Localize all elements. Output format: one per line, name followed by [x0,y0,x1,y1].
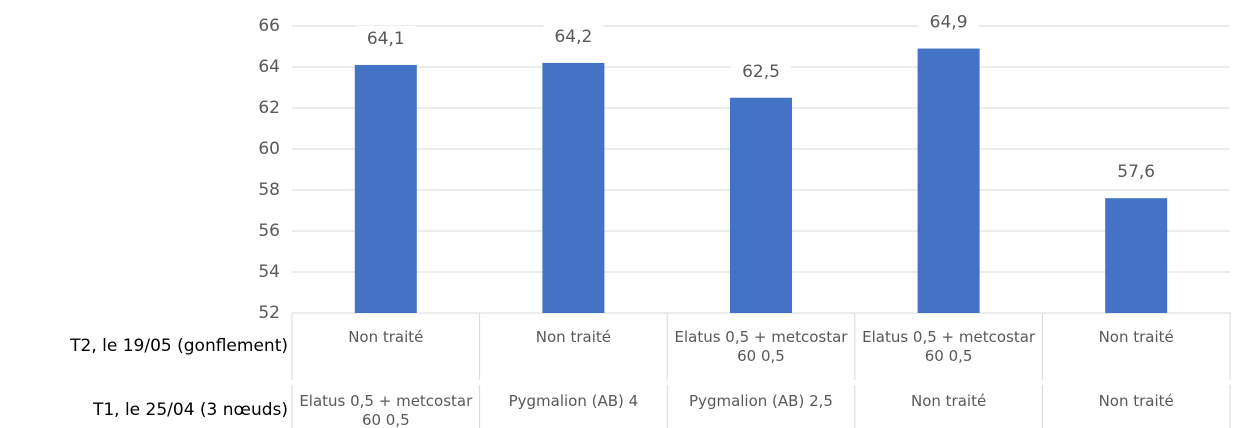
value-label: 64,9 [930,13,968,33]
category-label: Non traité [910,392,987,410]
category-label: Non traité [1098,328,1174,346]
y-tick-label: 60 [258,139,280,159]
y-tick-label: 62 [258,98,280,118]
value-label: 64,2 [554,27,592,47]
bar [917,48,980,314]
value-label-bg [918,9,979,36]
value-label-bg [731,58,791,85]
category-label: Elatus 0,5 + metcostar 60 0,5 [299,392,473,428]
category-label: Non traité [535,328,611,346]
y-tick-label: 66 [258,16,280,36]
bar [354,64,417,313]
value-label: 57,6 [1117,162,1155,182]
category-level-name: T2, le 19/05 (gonflement) [70,336,288,356]
y-tick-label: 64 [258,57,280,77]
bar [1105,198,1168,313]
category-label: Elatus 0,5 + metcostar 60 0,5 [674,328,848,365]
bar [730,97,792,313]
y-tick-label: 52 [258,303,280,323]
y-tick-label: 58 [258,180,280,200]
y-tick-label: 54 [258,262,280,282]
value-label: 62,5 [742,62,780,82]
category-label: Elatus 0,5 + metcostar 60 0,5 [862,328,1036,365]
value-label-bg [355,25,416,52]
y-tick-label: 56 [258,221,280,241]
value-label-bg [1106,159,1167,186]
value-label: 64,1 [367,29,405,49]
category-level-name: T1, le 25/04 (3 nœuds) [92,400,288,420]
value-label-bg [543,23,604,50]
bar [542,62,605,314]
category-label: Non traité [348,328,424,346]
category-label: Non traité [1098,392,1174,410]
category-label: Pygmalion (AB) 4 [508,392,639,410]
category-label: Pygmalion (AB) 2,5 [689,392,833,410]
